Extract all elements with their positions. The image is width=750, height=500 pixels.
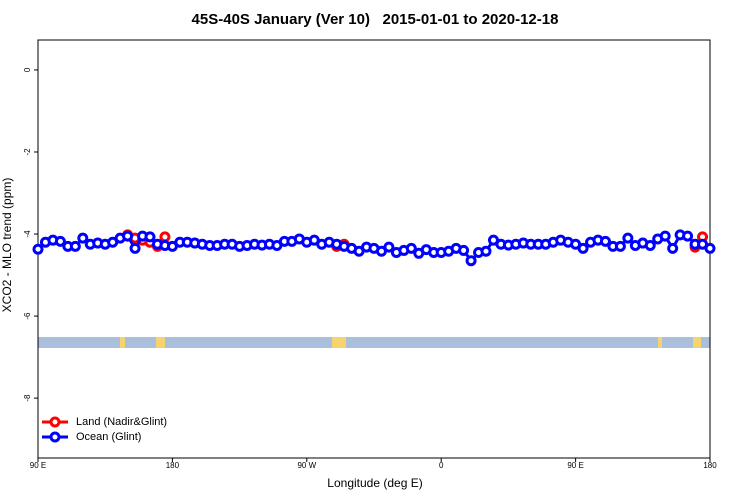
data-point [122,230,134,242]
data-point [383,241,395,253]
y-axis-label: XCO2 - MLO trend (ppm) [0,178,14,313]
land-patch [693,337,701,348]
data-point [465,255,477,267]
land-patch [332,337,346,348]
data-point [32,243,44,255]
data-point [659,230,671,242]
data-point [577,242,589,254]
x-tick-label: 90 E [567,461,583,470]
data-point [704,242,716,254]
x-tick-label: 180 [703,461,717,470]
x-tick-label: 90 E [30,461,46,470]
data-point [144,231,156,243]
data-point [129,242,141,254]
legend-marker [49,431,61,443]
data-point [159,231,171,243]
data-point [644,240,656,252]
data-point [69,240,81,252]
y-tick-label: 0 [23,67,32,72]
ocean-strip [38,337,710,348]
data-point [54,235,66,247]
x-tick-label: 0 [439,461,444,470]
data-point [622,232,634,244]
data-point [458,244,470,256]
land-patch [658,337,662,348]
data-point [77,232,89,244]
data-point [667,242,679,254]
y-tick-label: -2 [23,148,32,156]
data-point [480,245,492,257]
land-patch [120,337,125,348]
data-point [405,242,417,254]
y-tick-label: -6 [23,312,32,320]
legend-label: Land (Nadir&Glint) [76,416,167,428]
data-point [682,230,694,242]
x-tick-label: 90 W [297,461,316,470]
y-tick-label: -8 [23,394,32,402]
legend-marker [49,416,61,428]
y-tick-label: -4 [23,230,32,238]
x-axis-label: Longitude (deg E) [327,476,422,490]
x-tick-label: 180 [166,461,180,470]
data-point [614,240,626,252]
data-point [599,235,611,247]
land-mask-strip [38,337,710,348]
legend-label: Ocean (Glint) [76,431,141,443]
land-patch [156,337,165,348]
chart-title: 45S-40S January (Ver 10) 2015-01-01 to 2… [192,11,559,28]
